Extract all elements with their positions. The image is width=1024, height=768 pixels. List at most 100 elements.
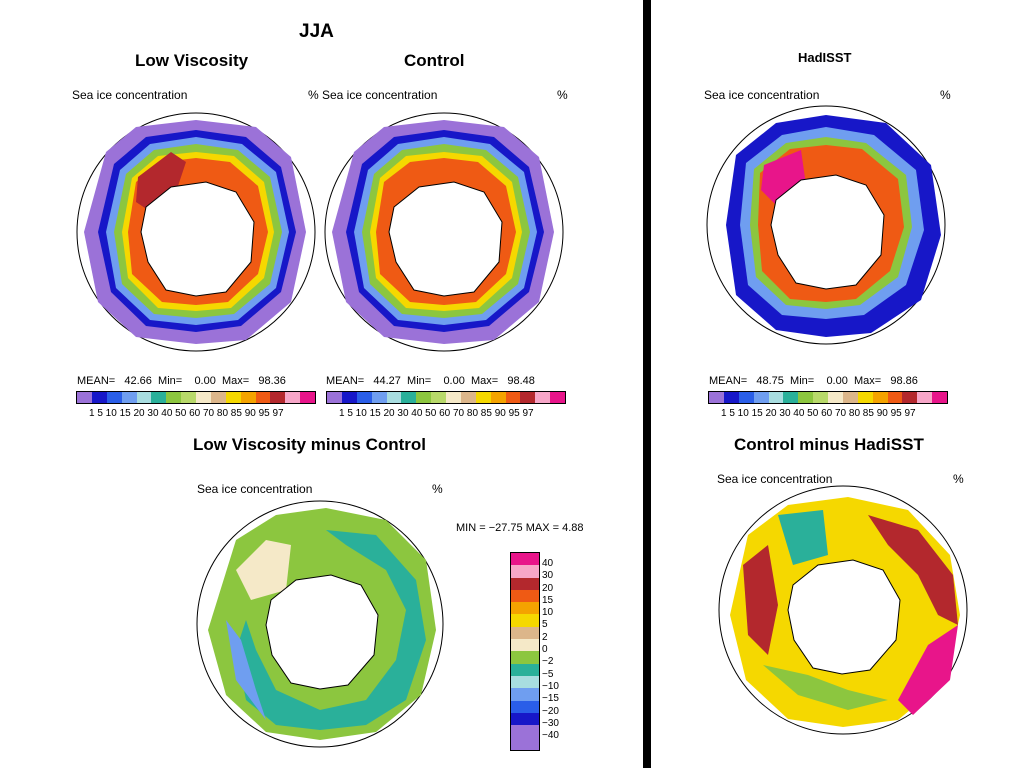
colorbar-swatch [475,392,491,403]
ctrl-field-label: Sea ice concentration [322,88,438,102]
colorbar-swatch [416,392,432,403]
colorbar-swatch [77,392,92,403]
colorbar-swatch [842,392,858,403]
diff-lv-ctrl-title: Low Viscosity minus Control [193,435,426,454]
diff1-minmax: MIN = −27.75 MAX = 4.88 [456,522,584,534]
colorbar-swatch [723,392,739,403]
lv-colorbar [76,391,316,404]
ctrl-colorbar-ticks: 1 5 10 15 20 30 40 50 60 70 80 85 90 95 … [339,408,534,419]
ctrl-unit: % [557,88,568,102]
diff2-unit: % [953,472,964,486]
legend-swatch [511,565,539,578]
panel-divider [643,0,651,768]
legend-label: 30 [542,570,554,582]
colorbar-swatch [798,392,814,403]
hadisst-title: HadISST [798,50,852,65]
legend-label: −30 [542,717,559,729]
colorbar-swatch [401,392,417,403]
legend-swatch [511,589,539,603]
legend-swatch [511,700,539,713]
ctrl-stats: MEAN= 44.27 Min= 0.00 Max= 98.48 [326,375,535,387]
diff-legend-labels: 40 30 20 15 10 5 2 0 −2 −5 −10 −15 −20 −30 −40 [542,558,559,742]
hadisst-map [706,105,946,345]
colorbar-swatch [857,392,873,403]
legend-swatch [511,688,539,701]
had-colorbar-ticks: 1 5 10 15 20 30 40 50 60 70 80 85 90 95 … [721,408,916,419]
low-viscosity-title: Low Viscosity [135,51,249,70]
had-field-label: Sea ice concentration [704,88,820,102]
legend-swatch [511,675,539,689]
colorbar-swatch [753,392,769,403]
colorbar-swatch [327,392,342,403]
legend-swatch [511,737,539,750]
legend-swatch [511,553,539,566]
colorbar-swatch [768,392,784,403]
colorbar-swatch [932,392,947,403]
colorbar-swatch [386,392,402,403]
colorbar-swatch [225,392,241,403]
colorbar-swatch [181,392,196,403]
colorbar-swatch [446,392,461,403]
colorbar-swatch [738,392,754,403]
legend-label: 15 [542,594,554,606]
legend-label: 10 [542,607,554,619]
lv-colorbar-ticks: 1 5 10 15 20 30 40 50 60 70 80 85 90 95 … [89,408,284,419]
legend-label: −10 [542,680,559,692]
had-stats: MEAN= 48.75 Min= 0.00 Max= 98.86 [709,375,918,387]
colorbar-swatch [371,392,387,403]
legend-label: 5 [542,619,548,631]
colorbar-swatch [356,392,372,403]
colorbar-swatch [136,392,152,403]
colorbar-swatch [917,392,933,403]
colorbar-swatch [902,392,918,403]
lv-stats: MEAN= 42.66 Min= 0.00 Max= 98.36 [77,375,286,387]
colorbar-swatch [210,392,226,403]
season-title: JJA [299,21,334,42]
legend-label: −40 [542,730,559,742]
diff-lv-ctrl-map [196,500,444,748]
legend-label: 40 [542,558,554,569]
legend-swatch [511,626,539,640]
colorbar-swatch [270,392,286,403]
diff2-field-label: Sea ice concentration [717,472,833,486]
legend-label: 20 [542,582,554,594]
legend-swatch [511,712,539,726]
colorbar-swatch [341,392,357,403]
control-title: Control [404,51,465,70]
colorbar-swatch [196,392,211,403]
colorbar-swatch [300,392,315,403]
legend-label: −2 [542,656,554,668]
colorbar-swatch [887,392,903,403]
diff-ctrl-had-title: Control minus HadiSST [734,435,924,454]
colorbar-swatch [151,392,167,403]
legend-label: 2 [542,631,548,643]
legend-swatch [511,602,539,615]
colorbar-swatch [121,392,137,403]
legend-swatch [511,663,539,676]
colorbar-swatch [709,392,724,403]
colorbar-swatch [255,392,271,403]
colorbar-swatch [240,392,256,403]
legend-swatch [511,651,539,664]
lv-unit: % [308,88,319,102]
colorbar-swatch [91,392,107,403]
colorbar-swatch [166,392,182,403]
lv-field-label: Sea ice concentration [72,88,188,102]
legend-label: −15 [542,693,559,705]
legend-label: −20 [542,705,559,717]
colorbar-swatch [460,392,476,403]
colorbar-swatch [520,392,536,403]
colorbar-swatch [490,392,506,403]
colorbar-swatch [828,392,843,403]
diff-legend [510,552,540,751]
diff-ctrl-had-map [718,485,968,735]
colorbar-swatch [106,392,122,403]
legend-swatch [511,614,539,627]
diff1-unit: % [432,482,443,496]
legend-swatch [511,725,539,738]
legend-label: −5 [542,668,554,680]
had-colorbar [708,391,948,404]
diff1-field-label: Sea ice concentration [197,482,313,496]
low-viscosity-map [76,112,316,352]
colorbar-swatch [550,392,565,403]
